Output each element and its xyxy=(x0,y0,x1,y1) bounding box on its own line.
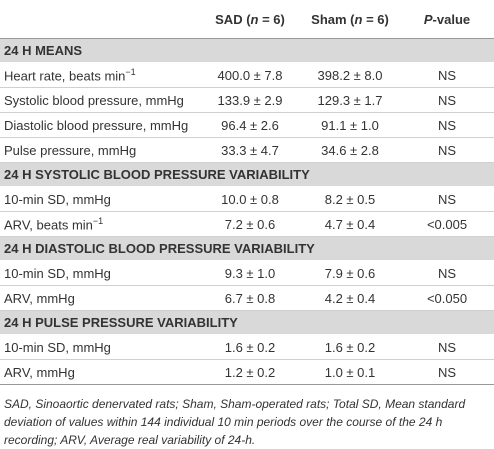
footnote: SAD, Sinoaortic denervated rats; Sham, S… xyxy=(4,397,466,447)
header-cell: SAD (n = 6) xyxy=(200,0,300,39)
text-part: P xyxy=(423,11,433,27)
section-row: 24 H PULSE PRESSURE VARIABILITY xyxy=(0,310,494,335)
row-label: 10-min SD, mmHg xyxy=(0,334,200,360)
text-part: −1 xyxy=(125,66,136,77)
header-cell: P-value xyxy=(400,0,494,39)
data-row: ARV, mmHg 1.2 ± 0.2 1.0 ± 0.1 NS xyxy=(0,359,494,385)
data-row: ARV, mmHg 6.7 ± 0.8 4.2 ± 0.4 <0.050 xyxy=(0,285,494,311)
row-label: 10-min SD, mmHg xyxy=(0,260,200,286)
cell: 8.2 ± 0.5 xyxy=(300,186,400,212)
data-row: Diastolic blood pressure, mmHg 96.4 ± 2.6… xyxy=(0,112,494,138)
cell: 1.0 ± 0.1 xyxy=(300,359,400,385)
text-part: 10-min SD, mmHg xyxy=(4,191,111,207)
text-part: Pulse pressure, mmHg xyxy=(4,142,137,158)
cell: 33.3 ± 4.7 xyxy=(200,137,300,163)
cell: NS xyxy=(400,186,494,212)
section-title: 24 H SYSTOLIC BLOOD PRESSURE VARIABILITY xyxy=(0,162,494,187)
text-part: n xyxy=(250,11,259,27)
text-part: Systolic blood pressure, mmHg xyxy=(4,92,184,108)
data-row: 10-min SD, mmHg 10.0 ± 0.8 8.2 ± 0.5 NS xyxy=(0,186,494,212)
cell: NS xyxy=(400,260,494,286)
cell: 7.9 ± 0.6 xyxy=(300,260,400,286)
cell: 4.2 ± 0.4 xyxy=(300,285,400,311)
cell: 129.3 ± 1.7 xyxy=(300,87,400,113)
row-label: ARV, beats min−1 xyxy=(0,211,200,237)
row-label: ARV, mmHg xyxy=(0,359,200,385)
data-row: ARV, beats min−1 7.2 ± 0.6 4.7 ± 0.4 <0.005 xyxy=(0,211,494,237)
cell: NS xyxy=(400,359,494,385)
text-part: Sham ( xyxy=(311,11,355,27)
text-part: SAD ( xyxy=(215,11,251,27)
text-part: ARV, mmHg xyxy=(4,364,75,380)
cell: NS xyxy=(400,137,494,163)
text-part: ARV, beats min xyxy=(4,217,93,233)
data-row: 10-min SD, mmHg 9.3 ± 1.0 7.9 ± 0.6 NS xyxy=(0,260,494,286)
data-row: Heart rate, beats min−1 400.0 ± 7.8 398.2 … xyxy=(0,62,494,88)
cell: 133.9 ± 2.9 xyxy=(200,87,300,113)
header-row: SAD (n = 6) Sham (n = 6) P-value xyxy=(0,0,494,39)
cell: NS xyxy=(400,334,494,360)
cell: 1.2 ± 0.2 xyxy=(200,359,300,385)
header-cell xyxy=(0,0,200,39)
text-part: Heart rate, beats min xyxy=(4,68,126,84)
cell: 96.4 ± 2.6 xyxy=(200,112,300,138)
text-part: n xyxy=(354,11,363,27)
cell: 6.7 ± 0.8 xyxy=(200,285,300,311)
row-label: Pulse pressure, mmHg xyxy=(0,137,200,163)
header-cell: Sham (n = 6) xyxy=(300,0,400,39)
row-label: Heart rate, beats min−1 xyxy=(0,62,200,88)
cell: <0.050 xyxy=(400,285,494,311)
text-part: = 6) xyxy=(258,11,285,27)
cell: NS xyxy=(400,62,494,88)
cell: 1.6 ± 0.2 xyxy=(300,334,400,360)
cell: 10.0 ± 0.8 xyxy=(200,186,300,212)
text-part: 10-min SD, mmHg xyxy=(4,339,111,355)
data-row: 10-min SD, mmHg 1.6 ± 0.2 1.6 ± 0.2 NS xyxy=(0,334,494,360)
text-part: −1 xyxy=(92,215,104,226)
section-title: 24 H MEANS xyxy=(0,38,494,63)
row-label: Diastolic blood pressure, mmHg xyxy=(0,112,200,138)
section-title: 24 H PULSE PRESSURE VARIABILITY xyxy=(0,310,494,335)
cell: 91.1 ± 1.0 xyxy=(300,112,400,138)
cell: NS xyxy=(400,87,494,113)
row-label: Systolic blood pressure, mmHg xyxy=(0,87,200,113)
cell: 400.0 ± 7.8 xyxy=(200,62,300,88)
section-row: 24 H DIASTOLIC BLOOD PRESSURE VARIABILIT… xyxy=(0,236,494,261)
text-part: 10-min SD, mmHg xyxy=(4,265,111,281)
cell: 7.2 ± 0.6 xyxy=(200,211,300,237)
cell: 398.2 ± 8.0 xyxy=(300,62,400,88)
text-part: ARV, mmHg xyxy=(4,290,75,306)
section-row: 24 H SYSTOLIC BLOOD PRESSURE VARIABILITY xyxy=(0,162,494,187)
section-title: 24 H DIASTOLIC BLOOD PRESSURE VARIABILIT… xyxy=(0,236,494,261)
row-label: 10-min SD, mmHg xyxy=(0,186,200,212)
text-part: Diastolic blood pressure, mmHg xyxy=(4,117,189,133)
section-row: 24 H MEANS xyxy=(0,38,494,63)
data-row: Systolic blood pressure, mmHg 133.9 ± 2.9… xyxy=(0,87,494,113)
text-part: -value xyxy=(432,11,471,27)
cell: 9.3 ± 1.0 xyxy=(200,260,300,286)
cell: <0.005 xyxy=(400,211,494,237)
row-label: ARV, mmHg xyxy=(0,285,200,311)
text-part: = 6) xyxy=(362,11,389,27)
cell: 4.7 ± 0.4 xyxy=(300,211,400,237)
data-table: SAD (n = 6) Sham (n = 6) P-value 24 H MEAN… xyxy=(0,0,494,385)
data-row: Pulse pressure, mmHg 33.3 ± 4.7 34.6 ± 2.8… xyxy=(0,137,494,163)
cell: NS xyxy=(400,112,494,138)
cell: 34.6 ± 2.8 xyxy=(300,137,400,163)
cell: 1.6 ± 0.2 xyxy=(200,334,300,360)
